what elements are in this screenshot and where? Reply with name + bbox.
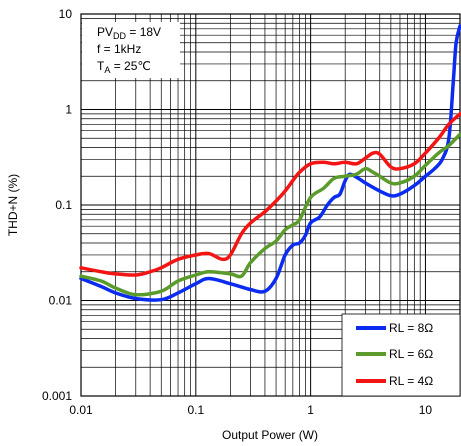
x-tick-label: 0.1 <box>187 403 204 417</box>
condition-temperature: TA = 25℃ <box>97 59 151 75</box>
y-tick-label: 1 <box>65 103 72 117</box>
plot-frame <box>80 13 461 397</box>
y-axis-title: THD+N (%) <box>6 174 20 236</box>
legend-label-rl-4: RL = 4Ω <box>389 374 433 388</box>
series-lines <box>79 24 461 302</box>
series-line-rl-6 <box>79 132 461 297</box>
condition-supply-voltage: PVDD = 18V <box>97 25 161 41</box>
condition-frequency: f = 1kHz <box>97 42 141 56</box>
conditions-box: PVDD = 18V f = 1kHz TA = 25℃ <box>82 22 180 78</box>
y-tick-label: 0.1 <box>55 198 72 212</box>
y-tick-label: 0.01 <box>49 294 73 308</box>
x-tick-label: 1 <box>307 403 314 417</box>
conditions-background <box>82 22 180 78</box>
legend-label-rl-8: RL = 8Ω <box>389 321 433 335</box>
series-line-rl-8 <box>79 24 461 302</box>
series-line-rl-4 <box>79 112 461 277</box>
x-tick-label: 0.01 <box>69 403 93 417</box>
y-tick-label: 0.001 <box>42 389 72 403</box>
x-axis-title: Output Power (W) <box>222 428 318 442</box>
x-tick-label: 10 <box>419 403 433 417</box>
legend: RL = 8Ω RL = 6Ω RL = 4Ω <box>341 313 461 397</box>
legend-label-rl-6: RL = 6Ω <box>389 347 433 361</box>
y-tick-label: 10 <box>59 7 73 21</box>
